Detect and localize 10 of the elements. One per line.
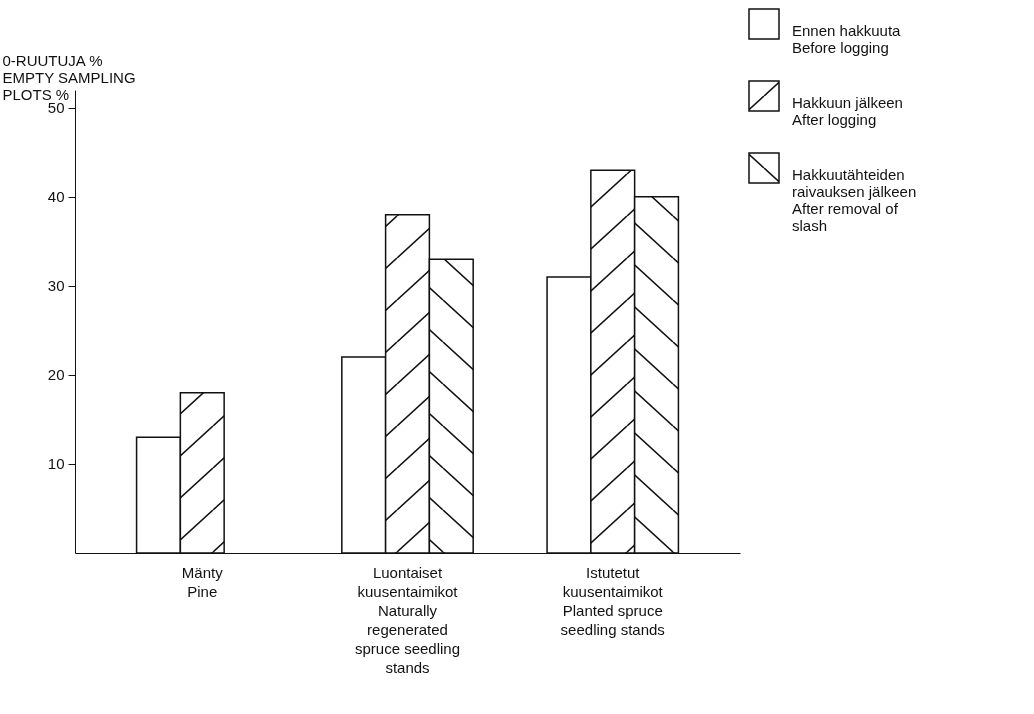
x-tick-label: Istutetut kuusentaimikot Planted spruce seedling stands <box>560 563 665 638</box>
y-tick-label: 40 <box>47 188 65 206</box>
y-tick-label: 30 <box>47 277 65 295</box>
legend-label: Hakkuun jälkeen After logging <box>792 94 903 128</box>
x-tick-label: Luontaiset kuusentaimikot Naturally regenerated spruce seedling stands <box>354 563 461 676</box>
x-tick-label: Mänty Pine <box>181 563 224 600</box>
y-tick-label: 10 <box>47 455 65 473</box>
legend-label: Ennen hakkuuta Before logging <box>792 22 902 56</box>
legend-label: Hakkuutähteiden raivauksen jälkeen After removal of slash <box>792 166 917 234</box>
y-tick-label: 20 <box>47 366 65 384</box>
